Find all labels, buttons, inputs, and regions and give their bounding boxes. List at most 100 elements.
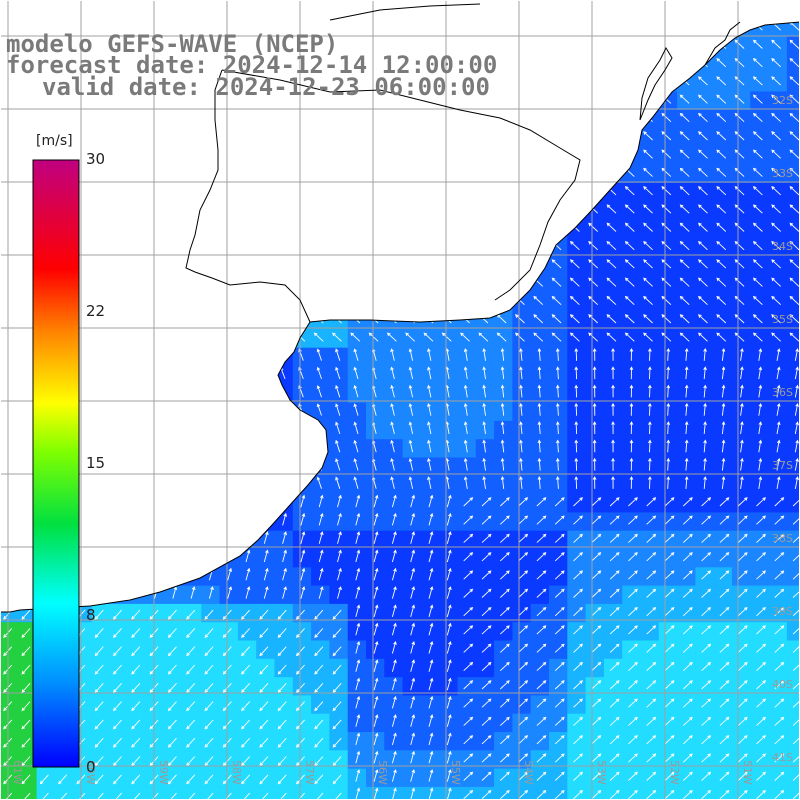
wind-arrow <box>716 112 727 123</box>
wind-arrow <box>574 402 579 416</box>
wind-arrow <box>679 259 690 269</box>
wind-arrow <box>609 661 620 672</box>
latitude-label: 38S <box>772 532 793 545</box>
wind-arrow <box>131 792 141 800</box>
wind-arrow <box>94 792 104 800</box>
wind-arrow <box>737 515 748 525</box>
wind-arrow <box>643 204 653 214</box>
wind-arrow <box>628 716 638 726</box>
wind-arrow <box>499 606 510 617</box>
wind-arrow <box>643 167 653 177</box>
longitude-label: 54W <box>522 760 535 785</box>
wind-arrow <box>646 570 657 580</box>
wind-arrow <box>758 402 763 416</box>
wind-arrow <box>536 643 547 653</box>
wind-arrow <box>774 789 785 800</box>
wind-arrow <box>588 240 599 251</box>
wind-arrow <box>789 149 800 159</box>
wind-arrow <box>518 643 529 653</box>
wind-arrow <box>554 698 565 708</box>
wind-arrow <box>332 701 342 712</box>
wind-arrow <box>21 792 31 800</box>
wind-arrow <box>574 347 579 361</box>
field-cell <box>237 786 257 800</box>
colorbar-tick-0: 0 <box>86 758 96 776</box>
field-cell <box>622 786 642 800</box>
wind-arrow <box>446 677 452 691</box>
wind-arrow <box>573 606 583 617</box>
wind-arrow <box>533 295 544 306</box>
latitude-label: 40S <box>772 678 793 691</box>
wind-arrow <box>737 789 748 800</box>
wind-arrow <box>167 774 177 785</box>
wind-arrow <box>373 750 379 764</box>
field-cell <box>530 786 550 800</box>
wind-arrow <box>794 439 799 453</box>
wind-arrow <box>482 347 486 361</box>
wind-arrow <box>684 457 689 471</box>
wind-arrow <box>569 295 580 306</box>
wind-arrow <box>300 549 306 563</box>
wind-arrow <box>734 332 745 342</box>
wind-arrow <box>643 222 653 232</box>
wind-arrow <box>666 347 671 361</box>
wind-arrow <box>390 366 395 380</box>
wind-arrow <box>446 531 452 544</box>
wind-arrow <box>628 533 638 543</box>
wind-arrow <box>573 533 583 543</box>
wind-arrow <box>39 792 49 800</box>
wind-arrow <box>536 533 547 543</box>
wind-arrow <box>282 512 287 526</box>
wind-arrow <box>661 222 672 232</box>
wind-arrow <box>758 366 763 380</box>
wind-arrow <box>774 570 785 580</box>
wind-arrow <box>446 567 452 581</box>
wind-arrow <box>245 586 251 599</box>
wind-arrow <box>94 664 104 675</box>
wind-arrow <box>591 533 602 543</box>
wind-arrow <box>427 402 432 416</box>
wind-arrow <box>410 787 416 800</box>
wind-arrow <box>446 640 452 654</box>
wind-arrow <box>611 421 615 435</box>
wind-arrow <box>591 661 602 672</box>
wind-arrow <box>789 167 800 177</box>
wind-arrow <box>533 314 544 324</box>
wind-arrow <box>241 628 251 639</box>
wind-arrow <box>390 403 395 416</box>
wind-arrow <box>259 682 269 693</box>
wind-arrow <box>606 277 617 287</box>
wind-arrow <box>295 719 305 730</box>
wind-arrow <box>716 186 727 196</box>
wind-arrow <box>554 716 565 726</box>
wind-arrow <box>460 332 470 342</box>
wind-arrow <box>606 332 617 342</box>
field-cell <box>201 786 221 800</box>
wind-arrow <box>335 458 341 471</box>
wind-arrow <box>167 646 177 657</box>
wind-arrow <box>337 586 342 599</box>
wind-arrow <box>463 661 474 672</box>
wind-arrow <box>300 586 306 599</box>
wind-arrow <box>666 457 671 471</box>
wind-arrow <box>646 588 657 598</box>
wind-arrow <box>259 701 269 712</box>
wind-arrow <box>500 457 505 471</box>
wind-arrow <box>408 366 414 380</box>
field-cell <box>786 677 800 696</box>
wind-arrow <box>776 421 781 435</box>
wind-arrow <box>703 347 707 361</box>
wind-arrow <box>752 277 763 287</box>
wind-arrow <box>112 719 122 730</box>
wind-arrow <box>588 259 599 269</box>
wind-arrow <box>554 753 565 763</box>
wind-arrow <box>789 39 800 49</box>
field-cell <box>292 786 312 800</box>
wind-arrow <box>794 476 799 489</box>
wind-arrow <box>427 439 432 453</box>
wind-arrow <box>408 439 414 453</box>
wind-arrow <box>756 515 766 525</box>
wind-arrow <box>263 549 269 563</box>
wind-arrow <box>94 756 104 767</box>
wind-arrow <box>259 719 269 730</box>
